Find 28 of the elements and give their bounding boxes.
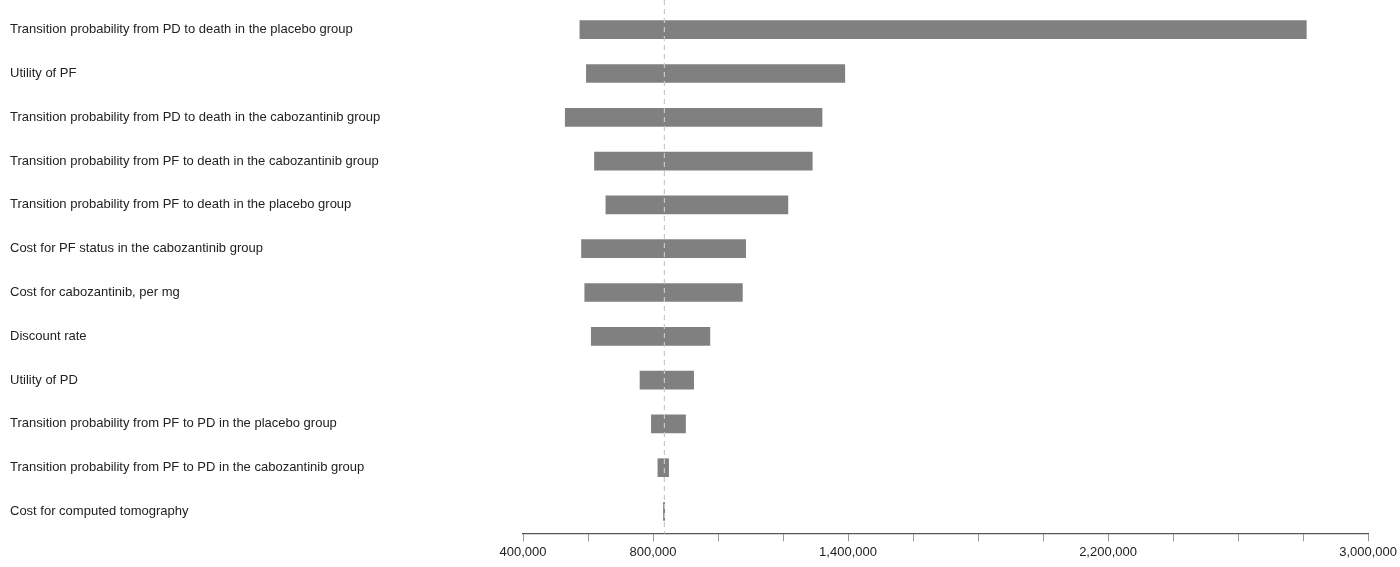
y-tick-label: Cost for computed tomography	[10, 503, 189, 519]
bar	[581, 239, 746, 259]
y-tick-label: Transition probability from PF to death in the cabozantinib group	[10, 152, 379, 168]
y-tick-label: Utility of PD	[10, 371, 78, 387]
y-tick-label: Transition probability from PF to PD in the placebo group	[10, 415, 337, 431]
bar	[584, 283, 743, 302]
bar	[639, 370, 694, 390]
x-tick-label: 2,200,000	[1079, 543, 1137, 559]
bar	[564, 107, 823, 127]
x-tick-label: 800,000	[629, 543, 677, 559]
bar	[605, 195, 789, 215]
bar	[590, 326, 711, 346]
y-tick-label: Cost for cabozantinib, per mg	[10, 284, 180, 300]
y-tick-label: Transition probability from PD to death in the placebo group	[10, 21, 353, 37]
y-tick-label: Transition probability from PD to death in the cabozantinib group	[10, 108, 381, 124]
y-tick-label: Transition probability from PF to death in the placebo group	[10, 196, 352, 212]
y-tick-label: Cost for PF status in the cabozantinib group	[10, 240, 263, 256]
bar	[579, 20, 1307, 40]
x-tick-label: 1,400,000	[819, 543, 877, 559]
y-tick-label: Transition probability from PF to PD in the cabozantinib group	[10, 459, 365, 475]
x-tick-label: 3,000,000	[1339, 543, 1398, 559]
y-tick-label: Utility of PF	[10, 65, 77, 81]
bar	[657, 458, 669, 478]
x-tick-label: 400,000	[499, 543, 547, 559]
y-tick-label: Discount rate	[10, 327, 87, 343]
bar	[586, 64, 846, 83]
bar	[651, 414, 686, 434]
bar	[594, 151, 813, 171]
